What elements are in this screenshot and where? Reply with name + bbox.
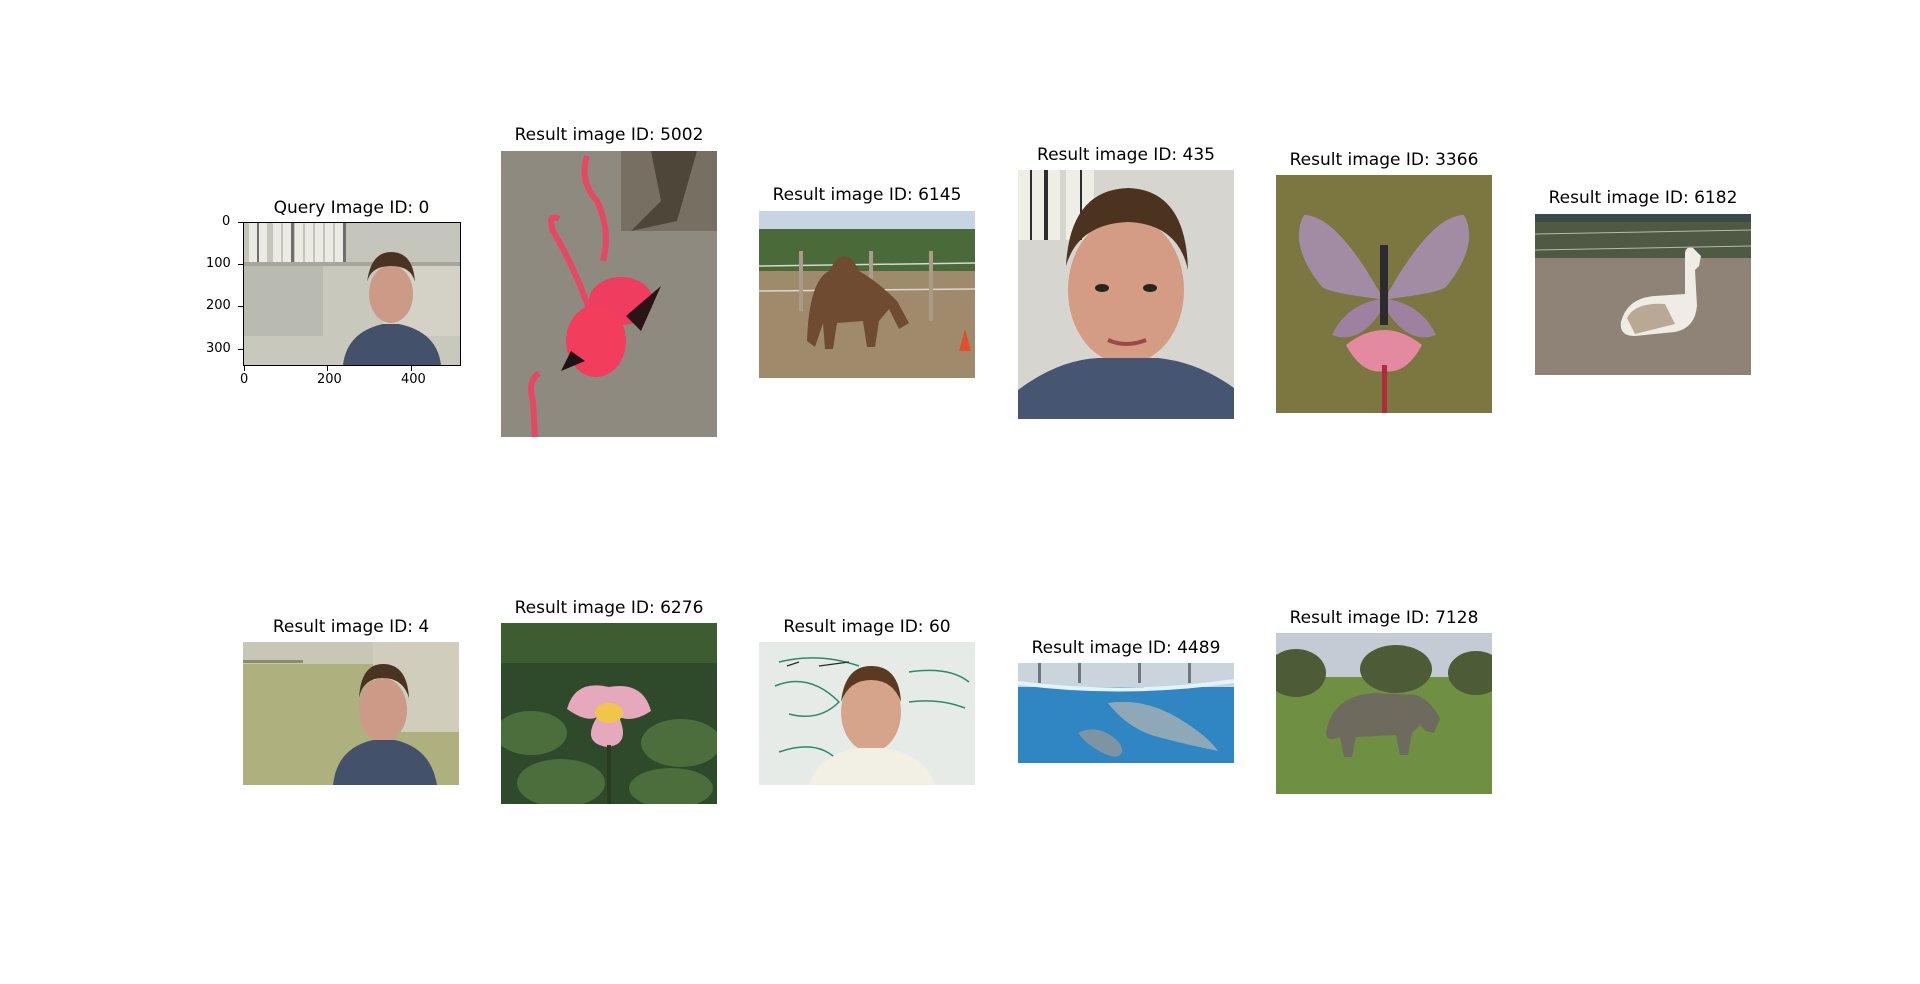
result-title: Result image ID: 7128 bbox=[1276, 608, 1492, 628]
result-title: Result image ID: 5002 bbox=[501, 125, 717, 145]
y-tick-label: 100 bbox=[206, 256, 231, 271]
x-tick-label: 200 bbox=[317, 372, 342, 387]
result-image bbox=[501, 623, 717, 804]
x-tick bbox=[244, 366, 245, 371]
result-title: Result image ID: 3366 bbox=[1276, 150, 1492, 170]
result-image bbox=[501, 151, 717, 437]
y-tick-label: 300 bbox=[206, 341, 231, 356]
result-image bbox=[1276, 175, 1492, 413]
x-tick-label: 0 bbox=[240, 372, 248, 387]
x-tick-label: 400 bbox=[401, 372, 426, 387]
result-title: Result image ID: 60 bbox=[759, 617, 975, 637]
y-tick bbox=[238, 264, 243, 265]
result-image bbox=[243, 642, 459, 785]
y-tick-label: 0 bbox=[222, 214, 230, 229]
x-tick bbox=[411, 366, 412, 371]
y-tick-label: 200 bbox=[206, 298, 231, 313]
result-title: Result image ID: 6145 bbox=[759, 185, 975, 205]
query-title: Query Image ID: 0 bbox=[243, 198, 460, 218]
result-title: Result image ID: 435 bbox=[1018, 145, 1234, 165]
result-image bbox=[1018, 663, 1234, 763]
result-image bbox=[759, 211, 975, 378]
result-image bbox=[1018, 170, 1234, 419]
result-title: Result image ID: 4 bbox=[243, 617, 459, 637]
y-tick bbox=[238, 306, 243, 307]
result-image bbox=[1276, 633, 1492, 794]
query-axes bbox=[243, 222, 461, 366]
x-tick bbox=[327, 366, 328, 371]
result-image bbox=[759, 642, 975, 785]
result-title: Result image ID: 6276 bbox=[501, 598, 717, 618]
result-title: Result image ID: 4489 bbox=[1018, 638, 1234, 658]
y-tick bbox=[238, 349, 243, 350]
y-tick bbox=[238, 222, 243, 223]
result-image bbox=[1535, 214, 1751, 375]
result-title: Result image ID: 6182 bbox=[1535, 188, 1751, 208]
